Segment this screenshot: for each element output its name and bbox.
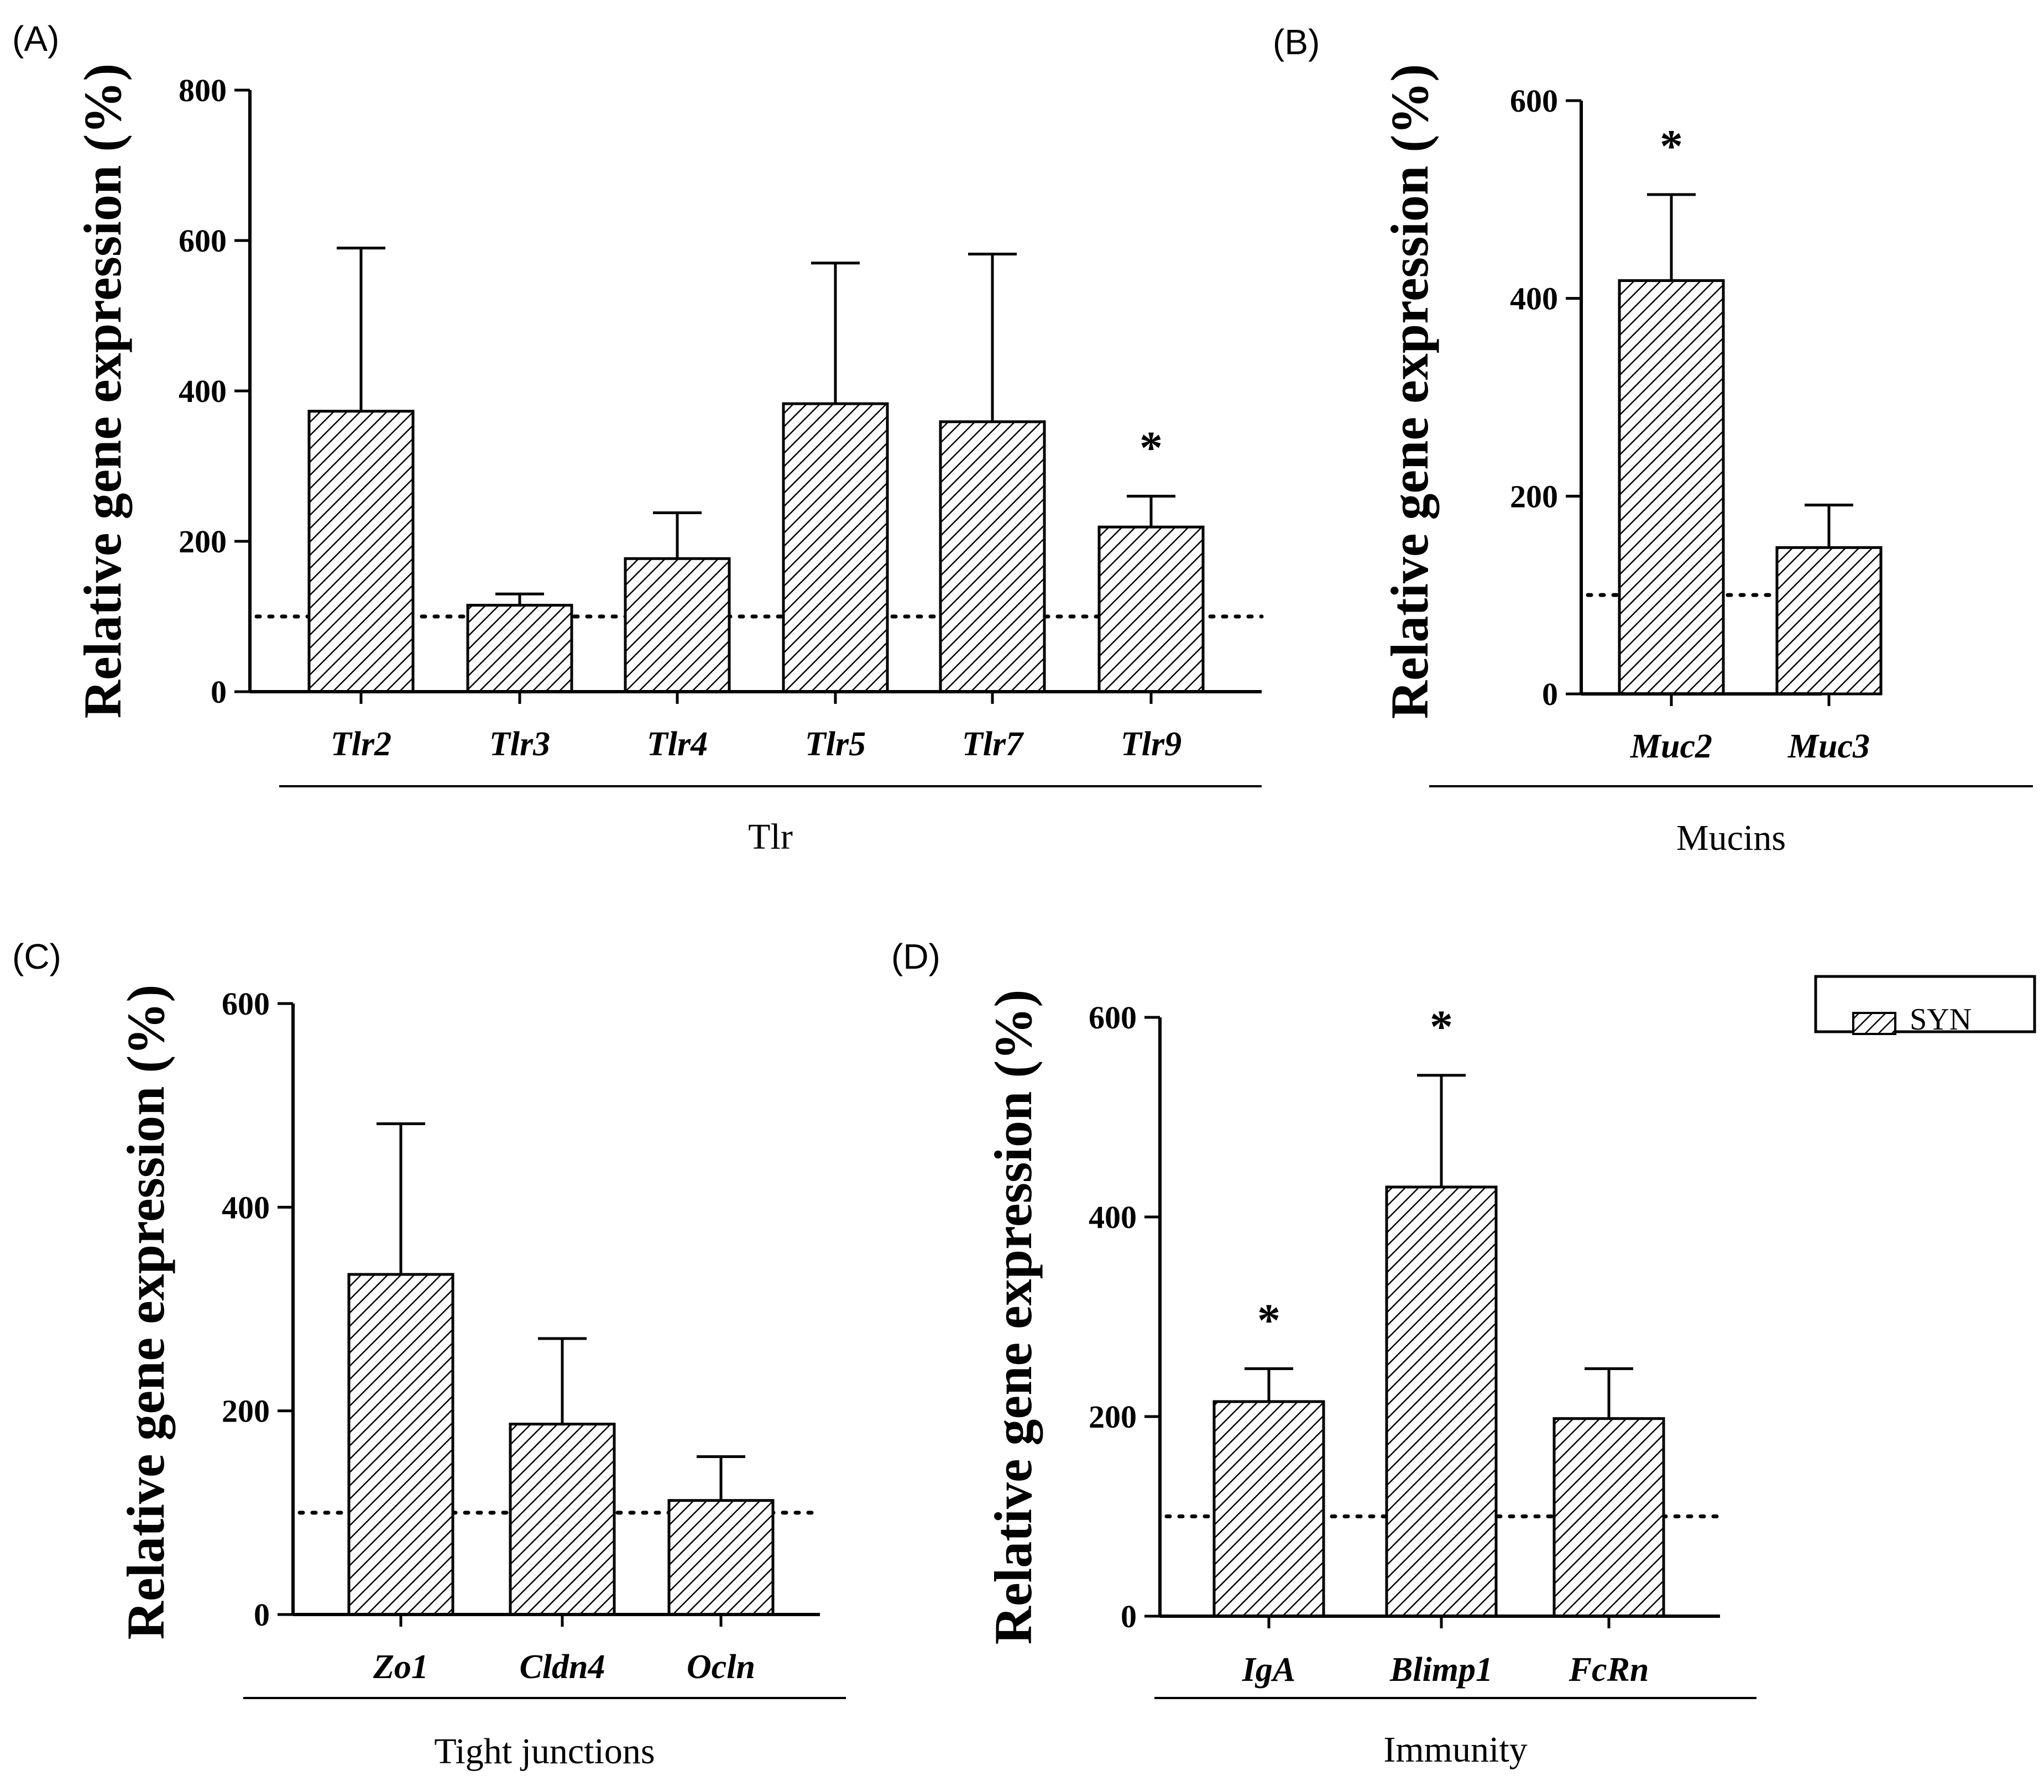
y-axis-label: Relative gene expression (%): [116, 985, 175, 1640]
bar-blimp1: [1385, 1185, 1498, 1618]
y-axis-label: Relative gene expression (%): [984, 990, 1043, 1645]
bar-fcrn: [1552, 1417, 1665, 1618]
significance-star: *: [1660, 121, 1683, 172]
significance-star: *: [1139, 422, 1163, 473]
y-tick-label: 0: [1542, 676, 1558, 712]
y-tick-label: 600: [222, 986, 270, 1022]
y-axis-label: Relative gene expression (%): [1380, 64, 1439, 719]
y-tick-label: 600: [1510, 83, 1558, 119]
y-tick-label: 200: [222, 1393, 270, 1429]
bar-cldn4: [509, 1423, 616, 1616]
y-tick-label: 200: [1510, 478, 1558, 514]
panel-label: (B): [1273, 22, 1320, 62]
bar-muc3: [1775, 546, 1883, 696]
category-label: Tlr5: [805, 725, 866, 763]
bar-tlr7: [939, 420, 1046, 693]
category-label: Ocln: [687, 1648, 755, 1686]
legend-label: SYN: [1910, 1002, 1972, 1037]
chart-panel-1: (A) Relative gene expression (%) Tlr2 Tlr3 T…: [12, 19, 1264, 857]
significance-star: *: [1257, 1294, 1280, 1346]
category-label: Tlr4: [647, 725, 708, 763]
y-tick-label: 600: [179, 223, 227, 259]
y-tick-label: 400: [1089, 1199, 1137, 1235]
y-tick-label: 200: [179, 524, 227, 560]
y-tick-label: 400: [222, 1189, 270, 1225]
significance-star: *: [1430, 1001, 1453, 1053]
y-tick-label: 0: [1121, 1598, 1137, 1634]
panels-layer: (A) Relative gene expression (%) Tlr2 Tlr3 T…: [12, 19, 2033, 1772]
chart-panel-2: (B) Relative gene expression (%) * Muc2 Muc3…: [1273, 22, 2033, 858]
y-tick-label: 400: [179, 373, 227, 409]
y-tick-label: 600: [1089, 1000, 1137, 1036]
legend-swatch: [1852, 1012, 1896, 1035]
y-tick-label: 400: [1510, 281, 1558, 317]
group-label: Tlr: [748, 817, 793, 857]
category-label: FcRn: [1569, 1651, 1649, 1689]
category-label: Tlr7: [962, 725, 1024, 763]
category-label: Cldn4: [519, 1648, 605, 1686]
panel-label: (C): [12, 937, 61, 976]
bar-zo1: [347, 1273, 454, 1616]
category-label: IgA: [1242, 1651, 1295, 1689]
y-axis-label: Relative gene expression (%): [73, 64, 132, 719]
bar-ocln: [667, 1499, 775, 1616]
y-tick-label: 200: [1089, 1399, 1137, 1435]
panel-label: (A): [12, 19, 59, 59]
category-label: Tlr3: [489, 725, 550, 763]
y-tick-label: 0: [211, 674, 227, 710]
group-label: Mucins: [1676, 818, 1786, 858]
category-label: Tlr9: [1121, 725, 1182, 763]
category-label: Muc2: [1630, 728, 1712, 765]
legend: SYN: [1814, 975, 2036, 1037]
bar-tlr4: [624, 557, 731, 693]
category-label: Muc3: [1787, 728, 1870, 765]
category-label: Tlr2: [331, 725, 391, 763]
chart-panel-3: (C) Relative gene expression (%) Zo1 Cldn4 O…: [12, 937, 846, 1772]
y-tick-label: 0: [254, 1597, 270, 1633]
panel-label: (D): [891, 937, 940, 976]
bar-tlr5: [782, 402, 889, 693]
y-tick-label: 800: [179, 72, 227, 108]
bar-tlr9: [1097, 525, 1205, 693]
bar-muc2: [1618, 279, 1725, 696]
bar-tlr3: [466, 604, 573, 693]
bar-tlr2: [307, 410, 415, 693]
chart-panel-4: (D) Relative gene expression (%) * IgA * Blim…: [891, 937, 1757, 1770]
group-label: Immunity: [1383, 1730, 1527, 1770]
bar-iga: [1212, 1400, 1325, 1618]
category-label: Blimp1: [1389, 1651, 1493, 1689]
group-label: Tight junctions: [434, 1731, 655, 1772]
category-label: Zo1: [373, 1648, 428, 1686]
